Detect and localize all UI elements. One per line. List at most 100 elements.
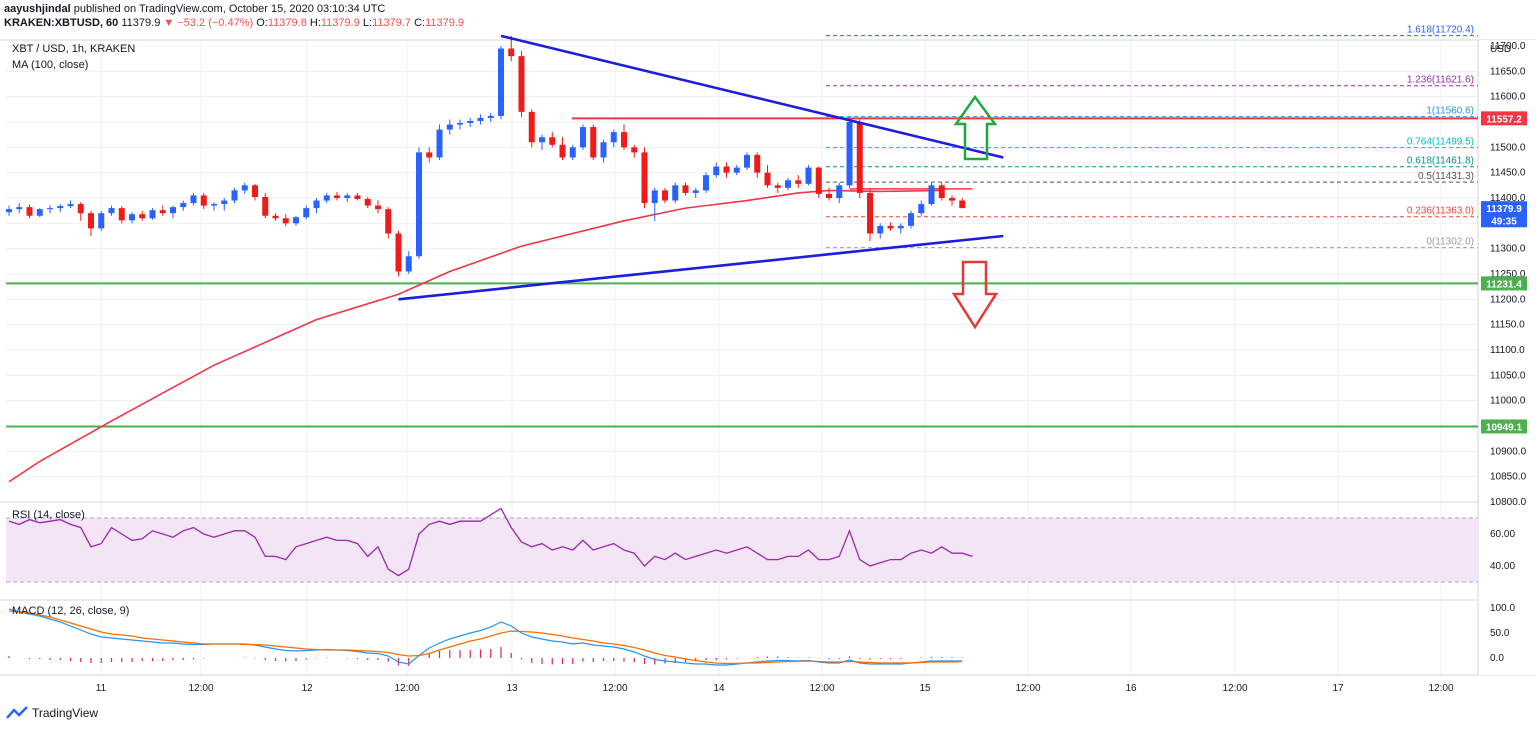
price-tick-label: 11000.0	[1490, 396, 1526, 407]
change-arrow-icon: ▼	[163, 17, 175, 29]
candle-body	[313, 200, 320, 209]
fib-level-label: 0.236(11363.0)	[1407, 206, 1474, 217]
candle-body	[795, 180, 802, 184]
legend-title: XBT / USD, 1h, KRAKEN	[12, 43, 135, 55]
candle-body	[846, 122, 853, 186]
price-tick-label: 11600.0	[1490, 92, 1526, 103]
candle-body	[928, 185, 935, 205]
time-tick-label: 15	[919, 683, 931, 694]
price-level-label: 10949.1	[1486, 422, 1523, 433]
time-tick-label: 12	[301, 683, 313, 694]
macd-tick-label: 100.0	[1490, 603, 1515, 614]
legend-ma: MA (100, close)	[12, 59, 88, 71]
candle-body	[139, 214, 146, 219]
candle-body	[334, 195, 340, 198]
candle-body	[949, 198, 955, 201]
breakout-arrows	[951, 94, 999, 330]
candle-body	[57, 206, 64, 209]
moving-average	[8, 189, 942, 483]
candle-body	[6, 209, 12, 213]
price-label-box	[1481, 419, 1527, 434]
symbol-label: KRAKEN:XBTUSD, 60	[4, 17, 119, 29]
time-tick-label: 12:00	[809, 683, 834, 694]
rsi-band	[6, 517, 1478, 583]
candle-body	[457, 123, 463, 125]
horizontal-levels	[6, 117, 1478, 428]
candle-body	[159, 210, 166, 214]
candle-body	[467, 120, 474, 124]
time-tick-label: 12:00	[188, 683, 213, 694]
fibonacci-levels: 1.618(11720.4) 1.236(11621.6) 1(11560.6) 0.…	[826, 25, 1478, 249]
candle-body	[129, 214, 135, 221]
time-tick-label: 12:00	[602, 683, 627, 694]
price-label-box	[1481, 111, 1527, 126]
candle-body	[733, 167, 740, 173]
candle-body	[703, 175, 709, 191]
candle-body	[539, 137, 545, 143]
candle-body	[211, 204, 217, 206]
footer-brand[interactable]: TradingView	[6, 706, 98, 720]
candle-body	[477, 117, 484, 121]
candle-body	[118, 208, 125, 221]
price-change: −53.2 (−0.47%)	[177, 17, 254, 29]
candle-body	[262, 196, 269, 216]
signal-line	[8, 610, 963, 665]
candle-body	[528, 111, 535, 143]
candle-body	[508, 48, 515, 57]
trendline	[398, 234, 1004, 301]
pane-borders	[0, 39, 1536, 676]
candle-body	[774, 185, 781, 188]
candle-body	[897, 225, 904, 229]
high-value: 11379.9	[320, 17, 360, 29]
price-label-box	[1481, 213, 1527, 228]
candle-body	[395, 233, 402, 272]
candle-body	[364, 199, 371, 206]
low-value: 11379.7	[372, 17, 412, 29]
time-tick-label: 13	[506, 683, 518, 694]
candles	[6, 35, 966, 277]
candle-body	[282, 218, 289, 224]
candle-body	[241, 185, 248, 191]
price-level-label: 49:35	[1491, 216, 1517, 227]
candle-body	[47, 208, 53, 210]
candle-body	[836, 185, 843, 198]
down-arrow-icon	[951, 260, 999, 330]
candle-body	[487, 115, 494, 118]
candle-body	[67, 204, 74, 207]
fib-level-label: 1(11560.6)	[1426, 106, 1474, 117]
candle-body	[26, 207, 33, 216]
candle-body	[416, 152, 422, 257]
price-label-box	[1481, 276, 1527, 291]
candle-body	[580, 127, 586, 148]
candle-body	[518, 56, 525, 112]
fib-level-label: 1.236(11621.6)	[1407, 75, 1474, 86]
candle-body	[559, 144, 566, 158]
time-axis: 11 12:00 12 12:00 13 12:00 14 12:00 15 12:00 16 12:…	[96, 683, 1454, 694]
high-label: H:	[309, 17, 321, 29]
time-tick-label: 14	[713, 683, 725, 694]
candle-body	[621, 132, 627, 148]
price-tick-label: 10800.0	[1490, 497, 1527, 508]
candle-body	[344, 195, 351, 198]
candle-body	[375, 205, 381, 210]
candle-body	[908, 213, 914, 226]
candle-body	[569, 147, 576, 158]
candle-body	[590, 127, 597, 158]
candle-body	[938, 185, 945, 198]
price-tick-label: 11200.0	[1490, 294, 1526, 305]
price-level-label: 11379.9	[1486, 204, 1522, 215]
axis-unit: USD	[1490, 44, 1511, 55]
close-value: 11379.9	[425, 17, 465, 29]
price-axis-bg	[1479, 40, 1536, 675]
candle-body	[231, 190, 238, 201]
price-tick-label: 11100.0	[1490, 345, 1525, 356]
candle-body	[354, 195, 361, 200]
price-tick-label: 11400.0	[1490, 193, 1526, 204]
candle-body	[600, 142, 607, 158]
up-arrow-icon	[953, 94, 998, 161]
fib-level-label: 0.5(11431.3)	[1418, 171, 1474, 182]
time-tick-label: 17	[1332, 683, 1344, 694]
candle-body	[405, 256, 412, 272]
author-name[interactable]: aayushjindal	[4, 3, 71, 15]
